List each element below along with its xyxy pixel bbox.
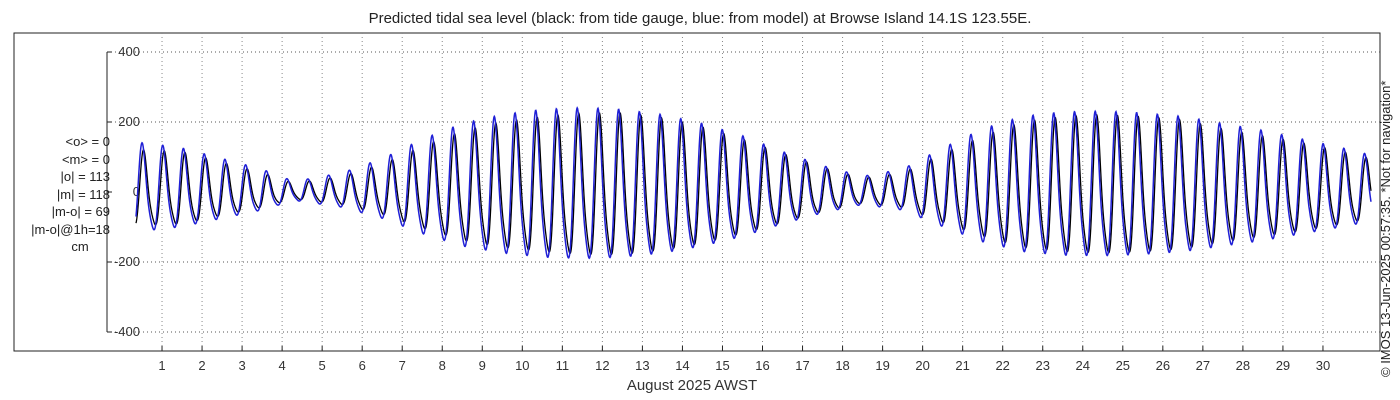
y-tick-label: 0 [133, 184, 140, 199]
stat-unit: cm [71, 239, 89, 254]
stat-abs-diff-1h: |m-o|@1h=18 [31, 221, 110, 237]
grid-lines [107, 33, 1380, 351]
x-tick-label: 6 [359, 358, 366, 373]
y-tick-label: 200 [118, 114, 140, 129]
x-tick-label: 21 [955, 358, 969, 373]
stat-abs-diff: |m-o| = 69 [51, 204, 110, 219]
stat-abs-model: |m| = 118 [56, 186, 110, 202]
x-tick-label: 7 [399, 358, 406, 373]
stats-panel: <o> = 0 <m> = 0 |o| = 113 |m| = 118 |m-o… [10, 133, 110, 256]
x-tick-label: 29 [1276, 358, 1290, 373]
series-lines [135, 106, 1372, 260]
stat-abs-obs: |o| = 113 [60, 169, 110, 184]
x-tick-label: 27 [1196, 358, 1210, 373]
chart-title: Predicted tidal sea level (black: from t… [368, 10, 1032, 27]
x-tick-label: 25 [1116, 358, 1130, 373]
y-tick-label: -400 [114, 324, 140, 339]
x-tick-label: 22 [995, 358, 1009, 373]
x-tick-label: 20 [915, 358, 929, 373]
x-axis-label: August 2025 AWST [627, 377, 757, 394]
x-tick-label: 18 [835, 358, 849, 373]
stat-mean-model: <m> = 0 [61, 151, 110, 167]
x-tick-label: 4 [279, 358, 286, 373]
y-ticks: 400 200 0 -200 -400 [107, 44, 140, 339]
x-tick-label: 10 [515, 358, 529, 373]
x-tick-label: 2 [198, 358, 205, 373]
x-tick-label: 26 [1156, 358, 1170, 373]
x-tick-label: 9 [479, 358, 486, 373]
series-line-model [135, 106, 1372, 260]
x-tick-label: 30 [1316, 358, 1330, 373]
series-line-tide-gauge [135, 111, 1372, 256]
y-tick-label: -200 [114, 254, 140, 269]
x-tick-label: 15 [715, 358, 729, 373]
x-tick-label: 16 [755, 358, 769, 373]
x-tick-label: 1 [158, 358, 165, 373]
x-tick-label: 23 [1035, 358, 1049, 373]
x-tick-label: 19 [875, 358, 889, 373]
x-tick-label: 5 [319, 358, 326, 373]
y-tick-label: 400 [118, 44, 140, 59]
x-tick-label: 8 [439, 358, 446, 373]
stat-mean-obs: <o> = 0 [65, 134, 110, 149]
x-tick-label: 14 [675, 358, 689, 373]
x-tick-label: 17 [795, 358, 809, 373]
x-ticks: 1 2 3 4 5 6 7 8 9 10 11 12 13 14 15 16 17 18 19 20 21 22 23 24 2… [158, 346, 1330, 373]
plot-frame [13, 32, 1381, 352]
x-tick-label: 3 [238, 358, 245, 373]
x-tick-label: 28 [1236, 358, 1250, 373]
x-tick-label: 13 [635, 358, 649, 373]
x-tick-label: 24 [1076, 358, 1090, 373]
x-tick-label: 12 [595, 358, 609, 373]
x-tick-label: 11 [556, 358, 570, 373]
